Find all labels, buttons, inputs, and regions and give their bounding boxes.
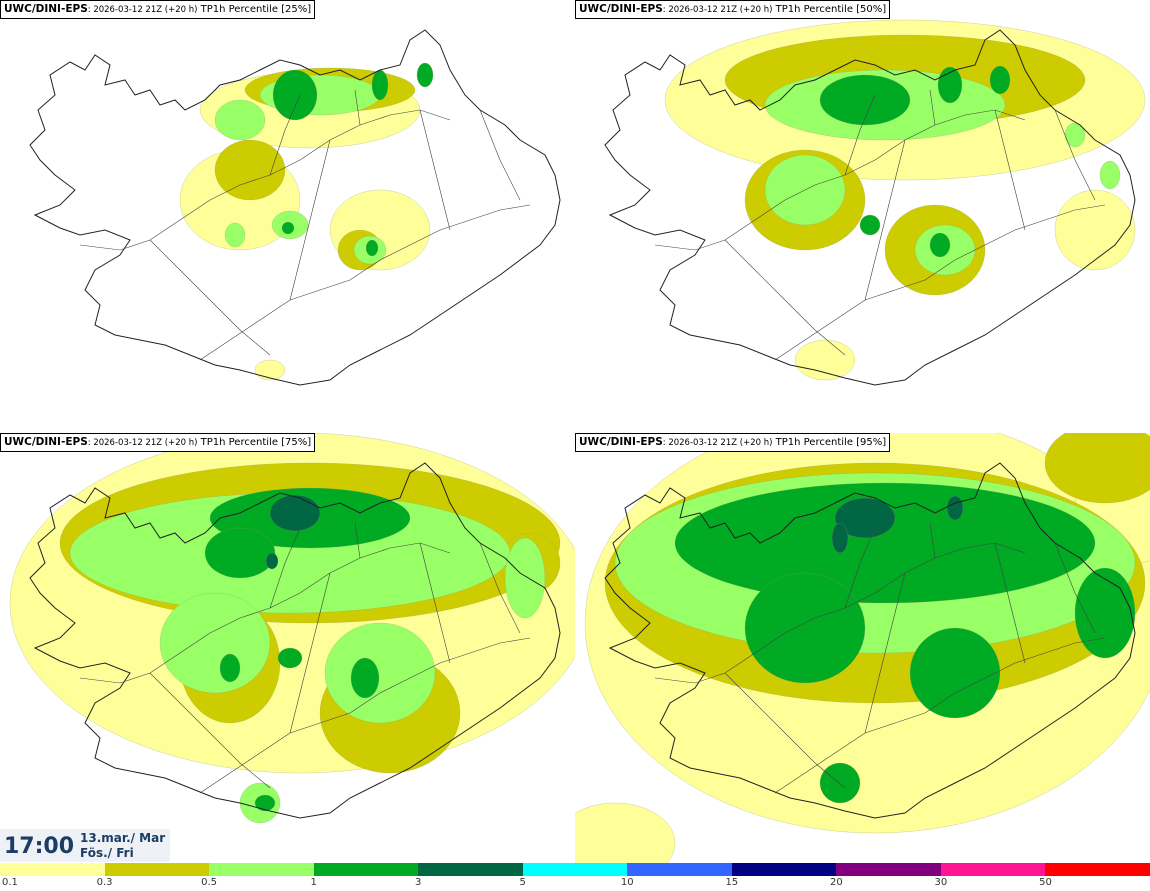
valid-date-line2: Fös./ Fri [80, 846, 134, 860]
parameter-label: TP1h Percentile [50%] [772, 4, 887, 15]
colorbar-swatch [627, 863, 732, 876]
precip-contour [277, 647, 303, 669]
panel-title-p95: UWC/DINI-EPS: 2026-03-12 21Z (+20 h) TP1… [575, 433, 891, 452]
colorbar-tick-label: 3 [414, 877, 422, 888]
precip-contour [989, 65, 1011, 95]
precip-contour [946, 495, 964, 521]
colorbar-tick-label: 15 [725, 877, 739, 888]
valid-time: 17:00 [4, 834, 75, 859]
panel-title-p50: UWC/DINI-EPS: 2026-03-12 21Z (+20 h) TP1… [575, 0, 891, 19]
precip-map-p95 [575, 433, 1150, 863]
precip-contour [575, 802, 676, 863]
colorbar-swatch [522, 863, 628, 876]
parameter-label: TP1h Percentile [75%] [197, 437, 312, 448]
model-name: UWC/DINI-EPS [4, 3, 88, 15]
panel-title-p25: UWC/DINI-EPS: 2026-03-12 21Z (+20 h) TP1… [0, 0, 316, 19]
precip-contour [204, 527, 276, 579]
colorbar-tick-label: 5 [519, 877, 526, 888]
colorbar-swatch [209, 863, 314, 876]
precip-contour [834, 497, 896, 539]
run-info: : 2026-03-12 21Z (+20 h) [662, 5, 773, 15]
road-network [79, 89, 531, 361]
precip-contour [859, 214, 881, 236]
colorbar-ticks: 0.1 0.3 0.5 1 3 5 10 15 20 30 50 [0, 876, 1150, 891]
parameter-label: TP1h Percentile [95%] [772, 437, 887, 448]
colorbar-tick-label: 0.3 [96, 877, 113, 888]
precip-colorbar [0, 863, 1150, 876]
road-network [79, 522, 531, 794]
model-name: UWC/DINI-EPS [4, 436, 88, 448]
map-panel-p25: UWC/DINI-EPS: 2026-03-12 21Z (+20 h) TP1… [0, 0, 575, 430]
precip-contour [674, 482, 1096, 604]
precip-contour [214, 99, 266, 141]
precip-contour [744, 572, 866, 684]
model-name: UWC/DINI-EPS [579, 436, 663, 448]
precip-contour [504, 537, 546, 619]
precip-contour [1099, 160, 1121, 190]
run-info: : 2026-03-12 21Z (+20 h) [662, 438, 773, 448]
precip-contour [1074, 567, 1136, 659]
precip-contour [350, 657, 380, 699]
precip-contour [324, 622, 436, 724]
colorbar-tick-label: 1 [310, 877, 317, 888]
precip-map-p25 [29, 29, 561, 386]
colorbar-tick-label: 10 [620, 877, 634, 888]
precip-contour [416, 62, 434, 88]
colorbar-tick-label: 0.1 [2, 877, 18, 888]
precip-contour [214, 139, 286, 201]
precip-contour [831, 522, 849, 554]
colorbar-tick-label: 20 [829, 877, 843, 888]
model-name: UWC/DINI-EPS [579, 3, 663, 15]
precip-contour [265, 552, 279, 570]
colorbar-swatch [313, 863, 419, 876]
map-panel-p50: UWC/DINI-EPS: 2026-03-12 21Z (+20 h) TP1… [575, 0, 1150, 430]
precip-contour [365, 239, 379, 257]
run-info: : 2026-03-12 21Z (+20 h) [87, 438, 198, 448]
road-network [654, 522, 1106, 794]
precip-contour [909, 627, 1001, 719]
precip-contour [819, 762, 861, 804]
map-panel-p95: UWC/DINI-EPS: 2026-03-12 21Z (+20 h) TP1… [575, 433, 1150, 863]
precip-map-p50 [604, 19, 1146, 386]
precip-contour [1054, 189, 1136, 271]
valid-date: 13.mar./ Mar Fös./ Fri [80, 831, 165, 861]
precip-contour [794, 339, 856, 381]
colorbar-swatch [940, 863, 1046, 876]
panel-title-p75: UWC/DINI-EPS: 2026-03-12 21Z (+20 h) TP1… [0, 433, 316, 452]
precip-contour [219, 653, 241, 683]
parameter-label: TP1h Percentile [25%] [197, 4, 312, 15]
precip-contour [254, 359, 286, 381]
precip-contour [159, 592, 271, 694]
coastline [29, 29, 561, 386]
colorbar-tick-label: 50 [1039, 877, 1052, 888]
colorbar-swatch [1045, 863, 1150, 876]
precip-contour [371, 69, 389, 101]
coastline [29, 462, 561, 819]
colorbar-swatch [731, 863, 837, 876]
coastline [604, 462, 1136, 819]
colorbar-swatch [0, 863, 105, 876]
precip-contour [929, 232, 951, 258]
colorbar-tick-label: 0.5 [201, 877, 218, 888]
valid-date-line1: 13.mar./ Mar [80, 831, 166, 845]
colorbar-swatch [836, 863, 941, 876]
precip-contour [272, 69, 318, 121]
precip-contour [1044, 433, 1150, 504]
road-network [654, 89, 1106, 361]
precip-contour [254, 794, 276, 812]
colorbar-swatch [418, 863, 523, 876]
valid-time-box: 17:00 13.mar./ Mar Fös./ Fri [0, 829, 170, 862]
coastline [604, 29, 1136, 386]
map-panel-p75: UWC/DINI-EPS: 2026-03-12 21Z (+20 h) TP1… [0, 433, 575, 863]
precip-contour [224, 222, 246, 248]
colorbar-tick-label: 30 [934, 877, 948, 888]
precip-contour [281, 221, 295, 235]
precip-contour [819, 74, 911, 126]
run-info: : 2026-03-12 21Z (+20 h) [87, 5, 198, 15]
precip-contour [269, 494, 321, 532]
precip-map-p75 [9, 433, 575, 824]
colorbar-swatch [104, 863, 210, 876]
